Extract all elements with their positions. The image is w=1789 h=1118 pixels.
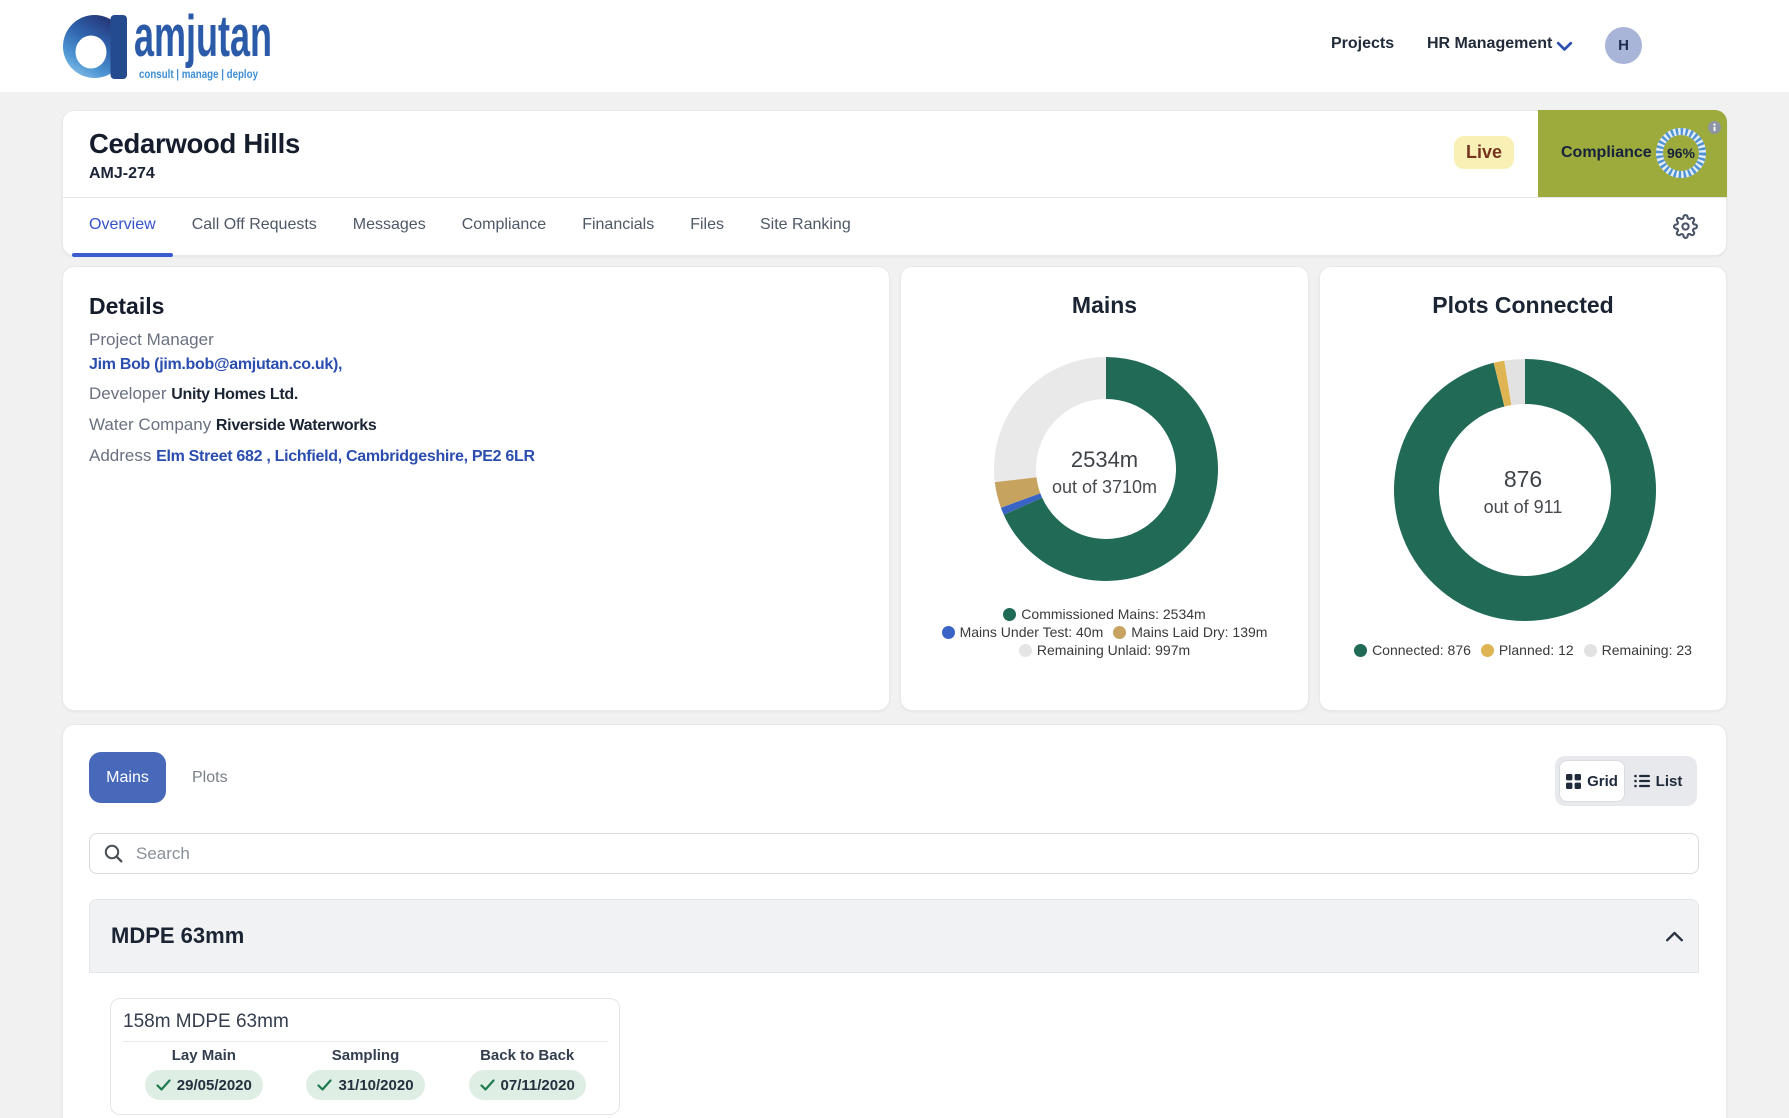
svg-text:consult | manage | deploy: consult | manage | deploy xyxy=(139,67,258,81)
svg-text:amjutan: amjutan xyxy=(134,4,272,69)
